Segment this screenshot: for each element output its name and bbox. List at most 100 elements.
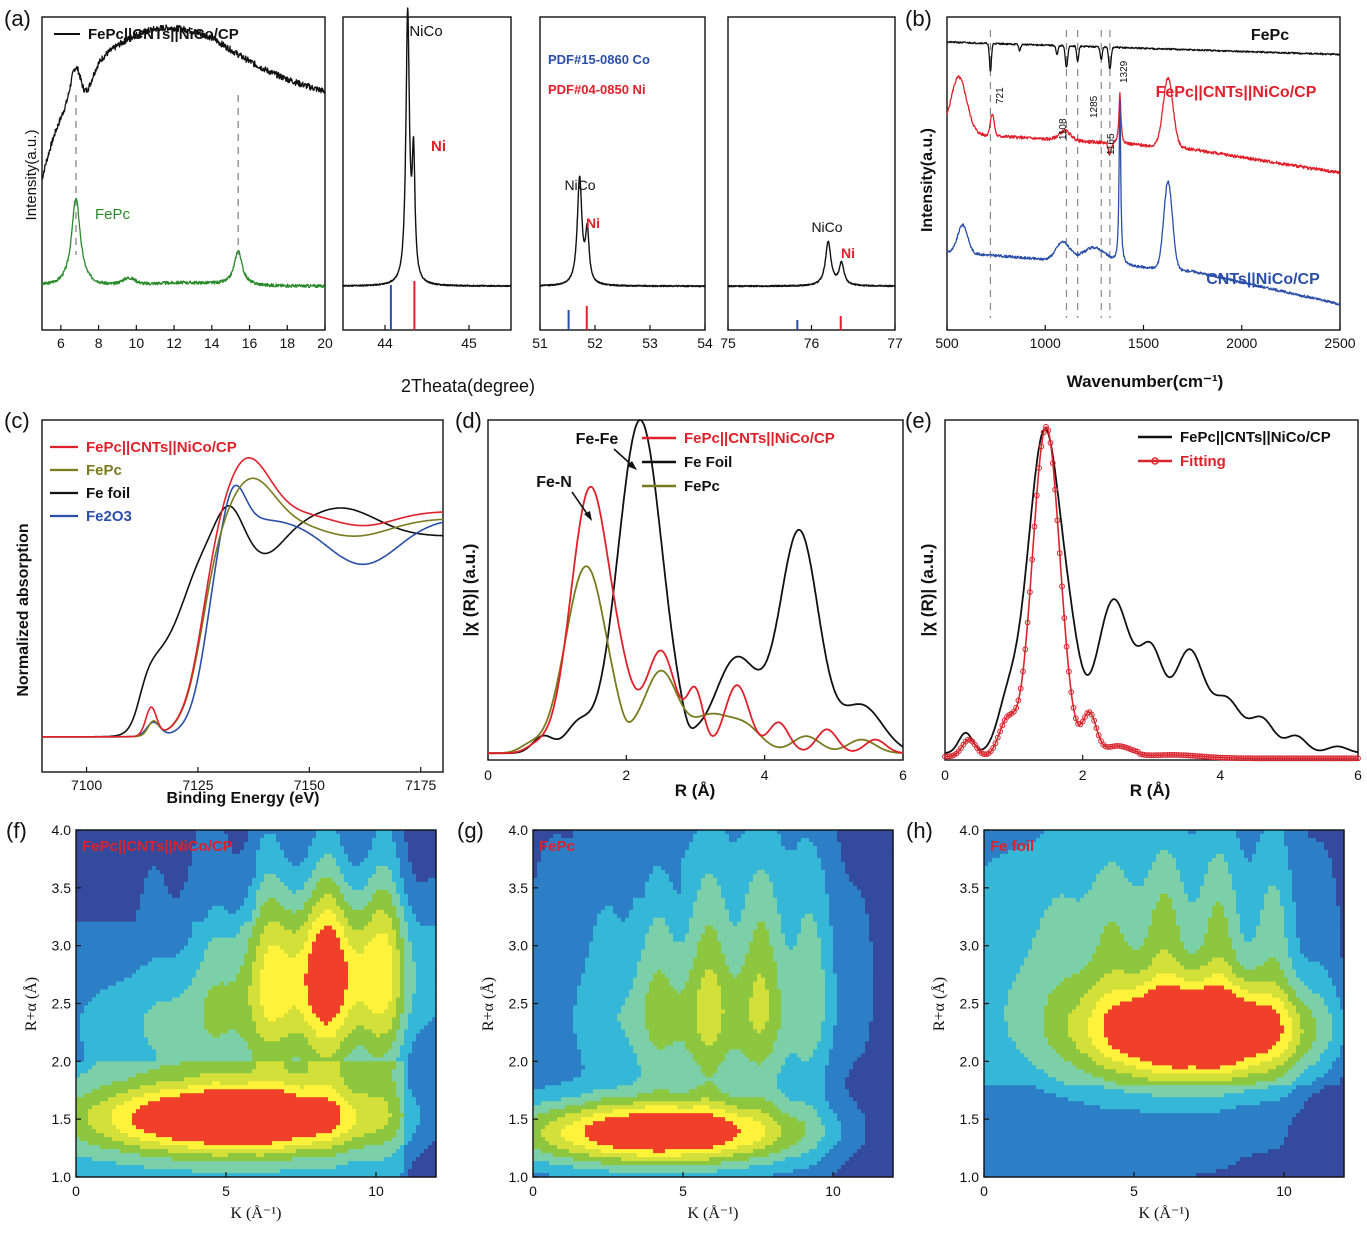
heatmap-cell: [340, 886, 345, 891]
heatmap-cell: [324, 842, 329, 847]
heatmap-cell: [416, 838, 421, 843]
heatmap-cell: [112, 886, 117, 891]
wavelet-heatmap: [76, 830, 437, 1178]
heatmap-cell: [380, 866, 385, 871]
annotation-ni: Ni: [586, 215, 600, 231]
heatmap-cell: [424, 886, 429, 891]
heatmap-cell: [160, 858, 165, 863]
heatmap-cell: [364, 834, 369, 839]
fe-foil-curve: [42, 506, 443, 737]
heatmap-cell: [116, 858, 121, 863]
heatmap-cell: [368, 862, 373, 867]
heatmap-cell: [396, 842, 401, 847]
heatmap-cell: [244, 898, 249, 903]
x-axis-label: Binding Energy (eV): [167, 790, 320, 807]
heatmap-cell: [424, 866, 429, 871]
heatmap-cell: [352, 866, 357, 871]
heatmap-cell: [336, 854, 341, 859]
heatmap-cell: [148, 866, 153, 871]
heatmap-cell: [208, 874, 213, 879]
heatmap-cell: [100, 882, 105, 887]
heatmap-cell: [392, 870, 397, 875]
heatmap-cell: [188, 894, 193, 899]
heatmap-cell: [100, 886, 105, 891]
heatmap-cell: [228, 878, 233, 883]
heatmap-cell: [296, 886, 301, 891]
heatmap-cell: [276, 890, 281, 895]
heatmap-cell: [364, 894, 369, 899]
heatmap-cell: [248, 862, 253, 867]
heatmap-cell: [320, 846, 325, 851]
heatmap-cell: [392, 894, 397, 899]
heatmap-cell: [380, 890, 385, 895]
heatmap-cell: [92, 898, 97, 903]
heatmap-cell: [352, 854, 357, 859]
heatmap-cell: [216, 870, 221, 875]
heatmap-cell: [232, 894, 237, 899]
heatmap-cell: [420, 834, 425, 839]
heatmap-cell: [212, 878, 217, 883]
heatmap-cell: [120, 874, 125, 879]
heatmap-cell: [160, 878, 165, 883]
heatmap-cell: [308, 894, 313, 899]
heatmap-cell: [336, 882, 341, 887]
heatmap-cell: [148, 886, 153, 891]
heatmap-cell: [152, 870, 157, 875]
heatmap-cell: [304, 890, 309, 895]
heatmap-cell: [384, 862, 389, 867]
experimental-ft-curve: [945, 429, 1358, 753]
heatmap-cell: [244, 882, 249, 887]
heatmap-cell: [356, 898, 361, 903]
heatmap-cell: [304, 874, 309, 879]
heatmap-cell: [348, 854, 353, 859]
heatmap-cell: [312, 870, 317, 875]
heatmap-cell: [120, 886, 125, 891]
heatmap-cell: [260, 862, 265, 867]
heatmap-cell: [360, 834, 365, 839]
heatmap-cell: [296, 854, 301, 859]
heatmap-cell: [352, 886, 357, 891]
heatmap-cell: [228, 866, 233, 871]
heatmap-cell: [324, 846, 329, 851]
heatmap-cell: [236, 878, 241, 883]
heatmap-cell: [404, 854, 409, 859]
heatmap-cell: [360, 870, 365, 875]
heatmap-cell: [396, 858, 401, 863]
heatmap-cell: [264, 886, 269, 891]
heatmap-cell: [264, 866, 269, 871]
heatmap-cell: [104, 894, 109, 899]
heatmap-cell: [312, 842, 317, 847]
heatmap-cell: [300, 846, 305, 851]
panel-label-c: (c): [4, 408, 30, 433]
heatmap-cell: [244, 838, 249, 843]
heatmap-cell: [188, 882, 193, 887]
heatmap-cell: [260, 842, 265, 847]
heatmap-cell: [428, 850, 433, 855]
heatmap-cell: [220, 862, 225, 867]
heatmap-cell: [332, 890, 337, 895]
heatmap-cell: [224, 874, 229, 879]
heatmap-cell: [136, 894, 141, 899]
heatmap-cell: [132, 898, 137, 903]
heatmap-cell: [196, 866, 201, 871]
heatmap-cell: [388, 866, 393, 871]
heatmap-cell: [176, 862, 181, 867]
heatmap-cell: [420, 838, 425, 843]
heatmap-cell: [140, 858, 145, 863]
heatmap-cell: [388, 834, 393, 839]
heatmap-cell: [428, 838, 433, 843]
heatmap-cell: [236, 858, 241, 863]
heatmap-cell: [216, 890, 221, 895]
heatmap-cell: [184, 870, 189, 875]
heatmap-cell: [260, 886, 265, 891]
heatmap-cell: [244, 858, 249, 863]
heatmap-cell: [216, 874, 221, 879]
heatmap-cell: [372, 866, 377, 871]
heatmap-cell: [320, 882, 325, 887]
heatmap-cell: [192, 866, 197, 871]
heatmap-cell: [252, 850, 257, 855]
heatmap-cell: [316, 874, 321, 879]
heatmap-cell: [424, 858, 429, 863]
heatmap-cell: [300, 882, 305, 887]
heatmap-cell: [280, 858, 285, 863]
